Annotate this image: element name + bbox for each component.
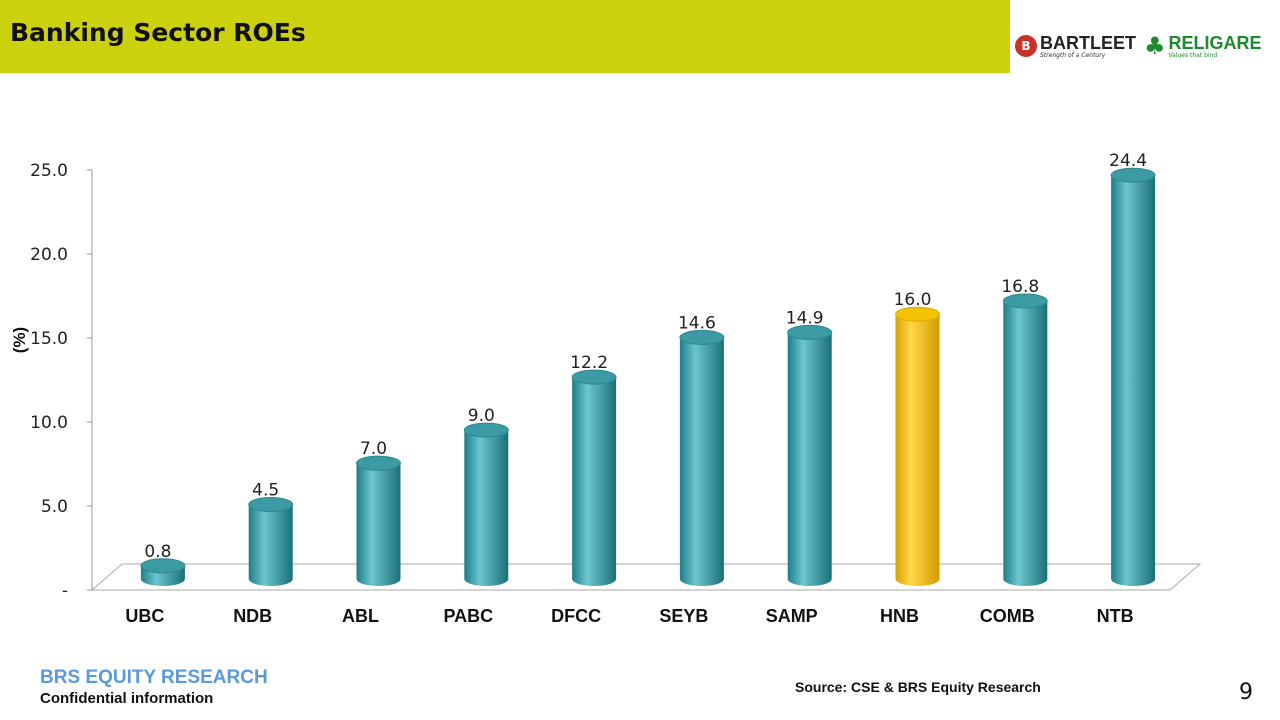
bar-hnb: 16.0 — [894, 290, 940, 586]
bar-ubc: 0.8 — [140, 542, 186, 586]
bar-body — [787, 332, 832, 586]
bar-comb: 16.8 — [1001, 277, 1048, 586]
bar-ntb: 24.4 — [1109, 151, 1156, 586]
data-label: 9.0 — [468, 406, 495, 426]
y-tick-label: 5.0 — [41, 497, 68, 517]
y-tick-label: 15.0 — [30, 329, 68, 349]
x-tick-label: NDB — [233, 606, 272, 626]
religare-name: RELIGARE — [1168, 32, 1262, 53]
bar-cap — [1002, 293, 1048, 309]
page-title: Banking Sector ROEs — [10, 18, 306, 47]
x-tick-label: NTB — [1097, 606, 1134, 626]
x-tick-label: DFCC — [551, 606, 601, 626]
x-tick-label: SEYB — [659, 606, 708, 626]
data-label: 14.6 — [678, 313, 716, 333]
bar-body — [1111, 175, 1156, 586]
bartleet-tagline: Strength of a Century — [1040, 51, 1106, 59]
data-label: 12.2 — [570, 353, 608, 373]
y-tick-label: 20.0 — [30, 245, 68, 265]
bartleet-logo: B BARTLEET Strength of a Century — [1015, 34, 1136, 59]
x-tick-label: ABL — [342, 606, 379, 626]
bar-cap — [571, 369, 617, 385]
title-bar: Banking Sector ROEs — [0, 0, 1010, 73]
data-label: 16.0 — [894, 290, 932, 310]
bartleet-name: BARTLEET — [1040, 32, 1136, 53]
bar-cap — [140, 558, 186, 574]
bartleet-mark-icon: B — [1015, 35, 1037, 57]
clover-icon: ♣ — [1144, 32, 1166, 60]
x-tick-label: HNB — [880, 606, 919, 626]
bar-dfcc: 12.2 — [570, 353, 617, 586]
bar-cap — [1110, 167, 1156, 183]
bar-cap — [787, 324, 833, 340]
source-note: Source: CSE & BRS Equity Research — [795, 679, 1041, 695]
y-tick-label: 25.0 — [30, 161, 68, 181]
x-tick-label: COMB — [980, 606, 1035, 626]
bar-body — [464, 430, 509, 586]
data-label: 4.5 — [252, 481, 279, 501]
page-number: 9 — [1239, 680, 1253, 705]
x-tick-label: UBC — [125, 606, 164, 626]
y-axis-label: (%) — [10, 327, 29, 353]
bar-body — [679, 337, 724, 586]
bar-body — [895, 314, 940, 586]
x-tick-label: SAMP — [766, 606, 818, 626]
bar-ndb: 4.5 — [248, 481, 294, 586]
bar-abl: 7.0 — [356, 439, 401, 586]
bar-cap — [356, 455, 401, 471]
bar-pabc: 9.0 — [463, 406, 509, 586]
x-tick-label: PABC — [443, 606, 493, 626]
bar-body — [572, 377, 617, 586]
bar-body — [356, 463, 401, 586]
logos: B BARTLEET Strength of a Century ♣ RELIG… — [1015, 28, 1262, 64]
bar-cap — [463, 422, 509, 438]
confidential-note: Confidential information — [40, 690, 214, 707]
religare-tagline: Values that bind — [1168, 51, 1218, 59]
y-tick-label: - — [62, 581, 68, 601]
chart-floor — [90, 563, 1202, 591]
bar-samp: 14.9 — [786, 308, 833, 586]
data-label: 7.0 — [360, 439, 387, 459]
bar-cap — [679, 329, 725, 345]
data-label: 16.8 — [1001, 277, 1039, 297]
bar-seyb: 14.6 — [678, 313, 725, 586]
bar-body — [1003, 300, 1048, 586]
religare-logo: ♣ RELIGARE Values that bind — [1144, 34, 1262, 59]
data-label: 0.8 — [144, 542, 171, 562]
bar-cap — [895, 306, 940, 322]
data-label: 14.9 — [786, 308, 824, 328]
y-tick-label: 10.0 — [30, 413, 68, 433]
data-label: 24.4 — [1109, 151, 1147, 171]
brand-footer: BRS EQUITY RESEARCH — [40, 667, 268, 688]
bar-body — [248, 504, 293, 586]
bar-cap — [248, 497, 294, 513]
